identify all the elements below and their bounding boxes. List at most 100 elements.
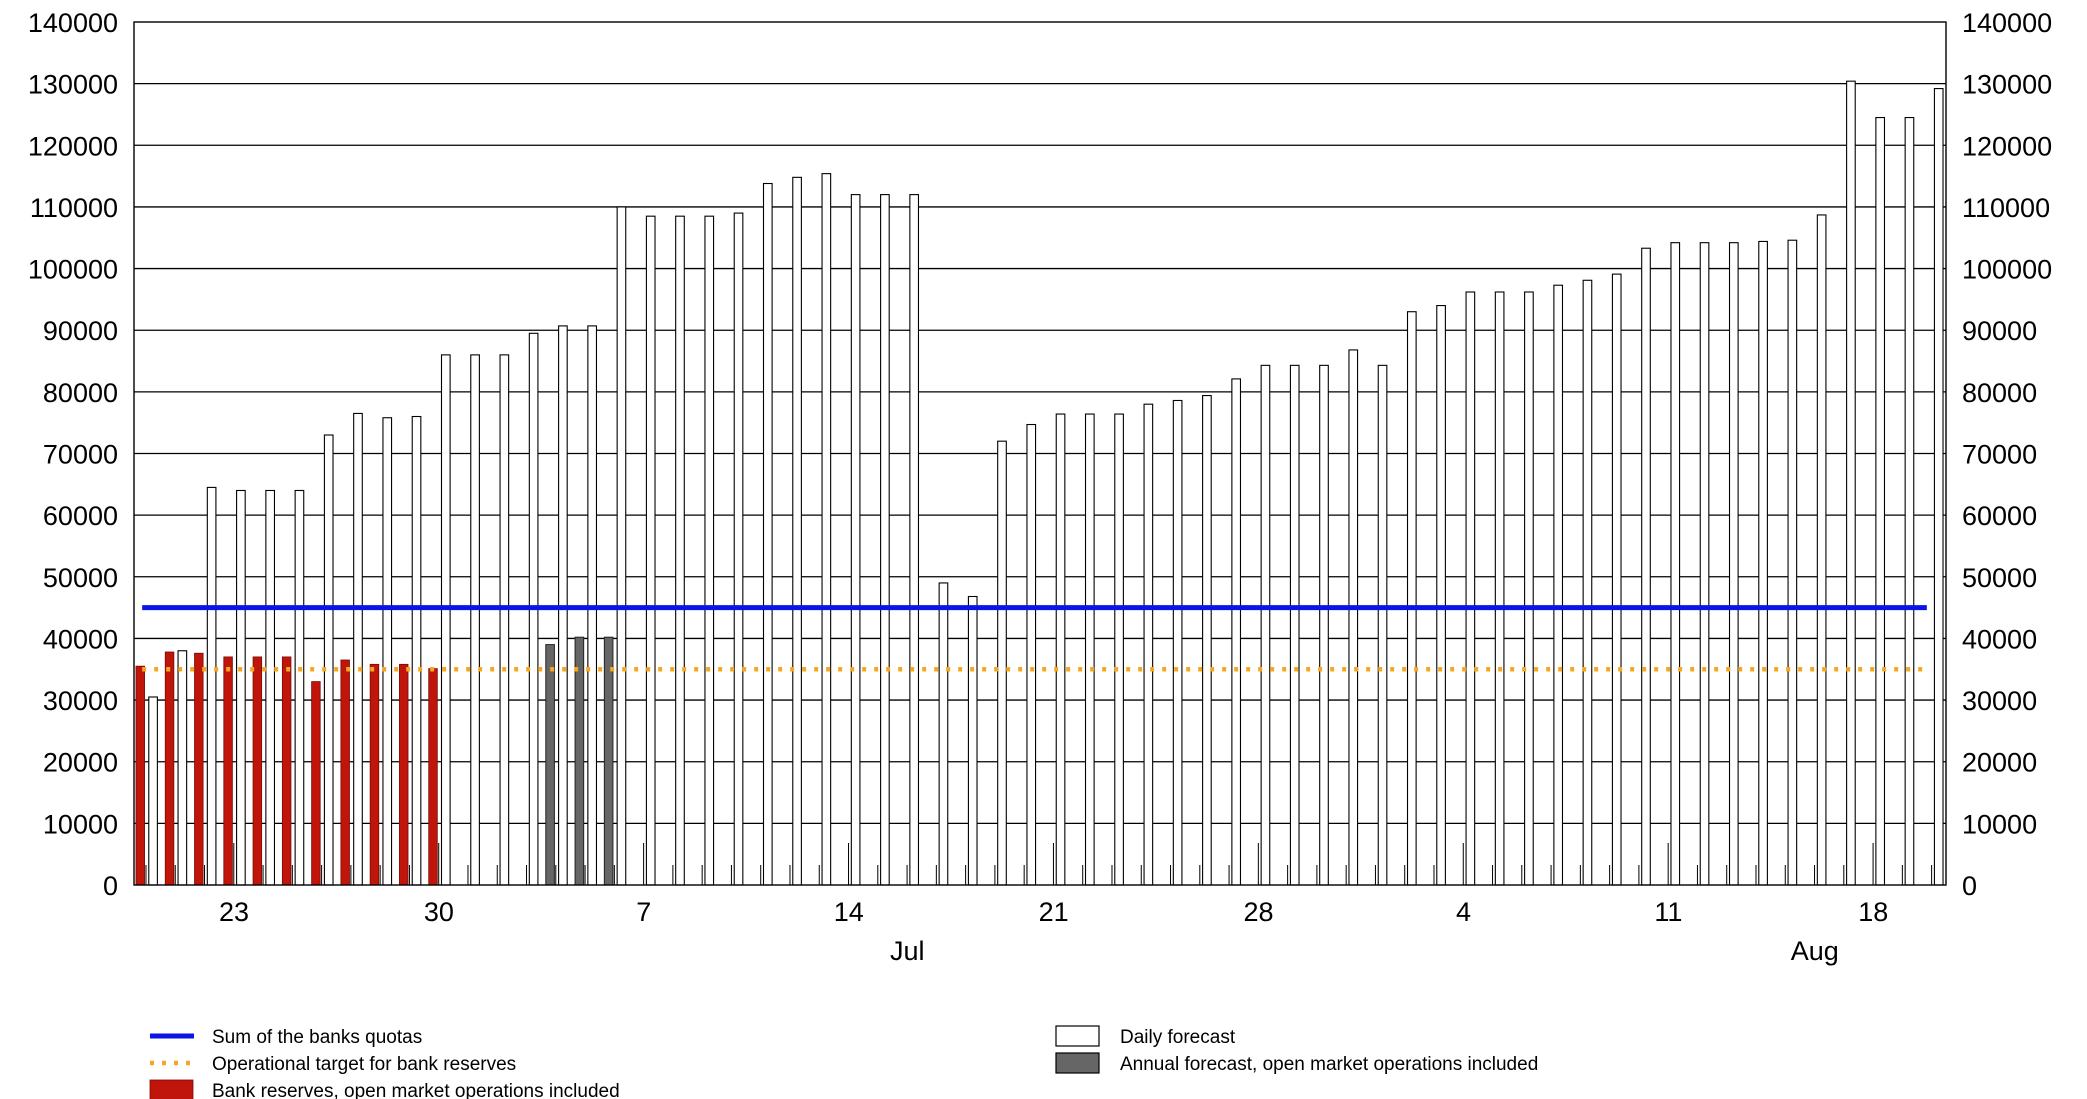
- daily-forecast-bar: [148, 696, 158, 886]
- legend-swatch-reserves: [149, 1079, 194, 1099]
- daily-forecast-bar: [323, 434, 334, 886]
- daily-forecast-bar: [792, 176, 802, 886]
- legend-swatch-annual: [1055, 1052, 1100, 1074]
- reference-lines: [142, 605, 1927, 672]
- daily-forecast-bar: [762, 182, 773, 886]
- y-tick-label-right: 40000: [1962, 624, 2037, 654]
- daily-forecast-bar: [938, 582, 949, 886]
- daily-forecast-bar: [294, 489, 305, 886]
- x-tick-label: 18: [1858, 897, 1888, 927]
- daily-forecast-bar: [1670, 242, 1681, 886]
- y-tick-label-right: 20000: [1962, 748, 2037, 778]
- x-tick-label: 30: [424, 897, 454, 927]
- x-tick-label: 21: [1039, 897, 1069, 927]
- daily-forecast-bar: [1582, 279, 1593, 886]
- legend-label: Operational target for bank reserves: [212, 1054, 516, 1075]
- daily-forecast-bar: [1084, 413, 1095, 886]
- y-axis-left: 0 10000 20000 30000 40000 50000 60000 70000 8000…: [28, 8, 118, 901]
- daily-forecast-bar: [1728, 242, 1739, 886]
- plot-border: [133, 21, 1947, 886]
- bank-reserves-bar: [223, 656, 233, 886]
- y-tick-label-right: 70000: [1962, 440, 2037, 470]
- bank-reserves-bar: [399, 663, 409, 886]
- y-tick-label-left: 80000: [43, 378, 118, 408]
- daily-forecast-bar: [704, 215, 715, 886]
- daily-forecast-bar: [616, 206, 627, 886]
- y-tick-label-left: 110000: [30, 193, 118, 223]
- daily-forecast-bar: [470, 354, 480, 886]
- daily-forecast-bar: [1289, 364, 1300, 886]
- daily-forecast-bar: [1816, 214, 1827, 886]
- y-tick-label-left: 100000: [28, 255, 118, 285]
- y-tick-label-right: 60000: [1962, 501, 2037, 531]
- daily-forecast-bar: [1904, 116, 1915, 886]
- annual-forecast-bar: [545, 644, 555, 886]
- daily-forecast-bar: [206, 486, 217, 886]
- bank-reserves-bar: [311, 681, 321, 886]
- bank-reserves-bar: [164, 651, 175, 886]
- bank-reserves-bar: [340, 659, 350, 886]
- daily-forecast-bar: [1933, 88, 1944, 886]
- y-tick-label-right: 90000: [1962, 316, 2037, 346]
- daily-forecast-bar: [821, 173, 832, 886]
- x-tick-label: 14: [834, 897, 864, 927]
- y-tick-label-left: 130000: [28, 70, 118, 100]
- y-tick-label-right: 140000: [1962, 8, 2052, 38]
- annual-forecast-bar: [603, 636, 614, 886]
- daily-forecast-bar: [645, 215, 656, 886]
- daily-forecast-bar: [353, 412, 363, 886]
- daily-forecast-bar: [1465, 291, 1476, 886]
- daily-forecast-bar: [236, 489, 246, 886]
- y-tick-label-left: 40000: [43, 624, 118, 654]
- y-tick-label-right: 0: [1962, 871, 1977, 901]
- annual-forecast-bar: [574, 636, 585, 886]
- daily-forecast-bar: [1319, 364, 1329, 886]
- y-tick-label-left: 10000: [43, 809, 118, 839]
- y-tick-label-left: 140000: [28, 8, 118, 38]
- x-tick-label: 23: [219, 897, 249, 927]
- legend-label: Sum of the banks quotas: [212, 1027, 422, 1048]
- daily-forecast-bar: [177, 650, 188, 886]
- bank-reserves-bar: [281, 656, 292, 886]
- daily-forecast-bar: [1143, 403, 1154, 886]
- daily-forecast-bar: [1348, 349, 1359, 886]
- legend-label: Annual forecast, open market operations …: [1120, 1054, 1538, 1075]
- daily-forecast-bar: [1758, 240, 1768, 886]
- daily-forecast-bar: [382, 417, 393, 886]
- y-tick-label-left: 70000: [43, 440, 118, 470]
- y-tick-label-right: 100000: [1962, 255, 2052, 285]
- daily-forecast-bar: [1026, 423, 1037, 886]
- legend: Sum of the banks quotas Operational targe…: [149, 1025, 1538, 1099]
- bank-reserves-bar: [252, 656, 263, 886]
- x-month-label: Jul: [890, 936, 925, 966]
- y-tick-label-left: 50000: [43, 563, 118, 593]
- y-tick-label-right: 30000: [1962, 686, 2037, 716]
- daily-forecast-bar: [1494, 291, 1505, 886]
- daily-forecast-bar: [411, 415, 422, 886]
- daily-forecast-bar: [1611, 273, 1622, 886]
- daily-forecast-bar: [1641, 247, 1651, 886]
- bank-reserves-bar: [135, 665, 145, 886]
- daily-forecast-bar: [1553, 284, 1564, 886]
- daily-forecast-bar: [1406, 311, 1417, 886]
- y-tick-label-right: 10000: [1962, 809, 2037, 839]
- bank-reserves-bar: [428, 668, 438, 886]
- y-tick-label-right: 120000: [1962, 131, 2052, 161]
- y-axis-right: 0 10000 20000 30000 40000 50000 60000 70000 8000…: [1962, 8, 2052, 901]
- y-tick-label-right: 80000: [1962, 378, 2037, 408]
- legend-label: Bank reserves, open market operations in…: [212, 1081, 620, 1099]
- bars: [135, 80, 1944, 886]
- daily-forecast-bar: [909, 194, 920, 886]
- daily-forecast-bar: [440, 354, 451, 886]
- daily-forecast-bar: [1787, 239, 1798, 886]
- bank-reserves-bar: [194, 652, 204, 886]
- x-month-label: Aug: [1791, 936, 1839, 966]
- y-tick-label-right: 130000: [1962, 70, 2052, 100]
- y-tick-label-left: 20000: [43, 748, 118, 778]
- daily-forecast-bar: [1055, 413, 1066, 886]
- daily-forecast-bar: [1231, 378, 1242, 886]
- x-axis: 23 30 7 14 21 28 4 11 18 Jul Aug: [145, 843, 1933, 966]
- legend-swatch-daily: [1055, 1025, 1100, 1047]
- plot-frame: [133, 21, 1947, 886]
